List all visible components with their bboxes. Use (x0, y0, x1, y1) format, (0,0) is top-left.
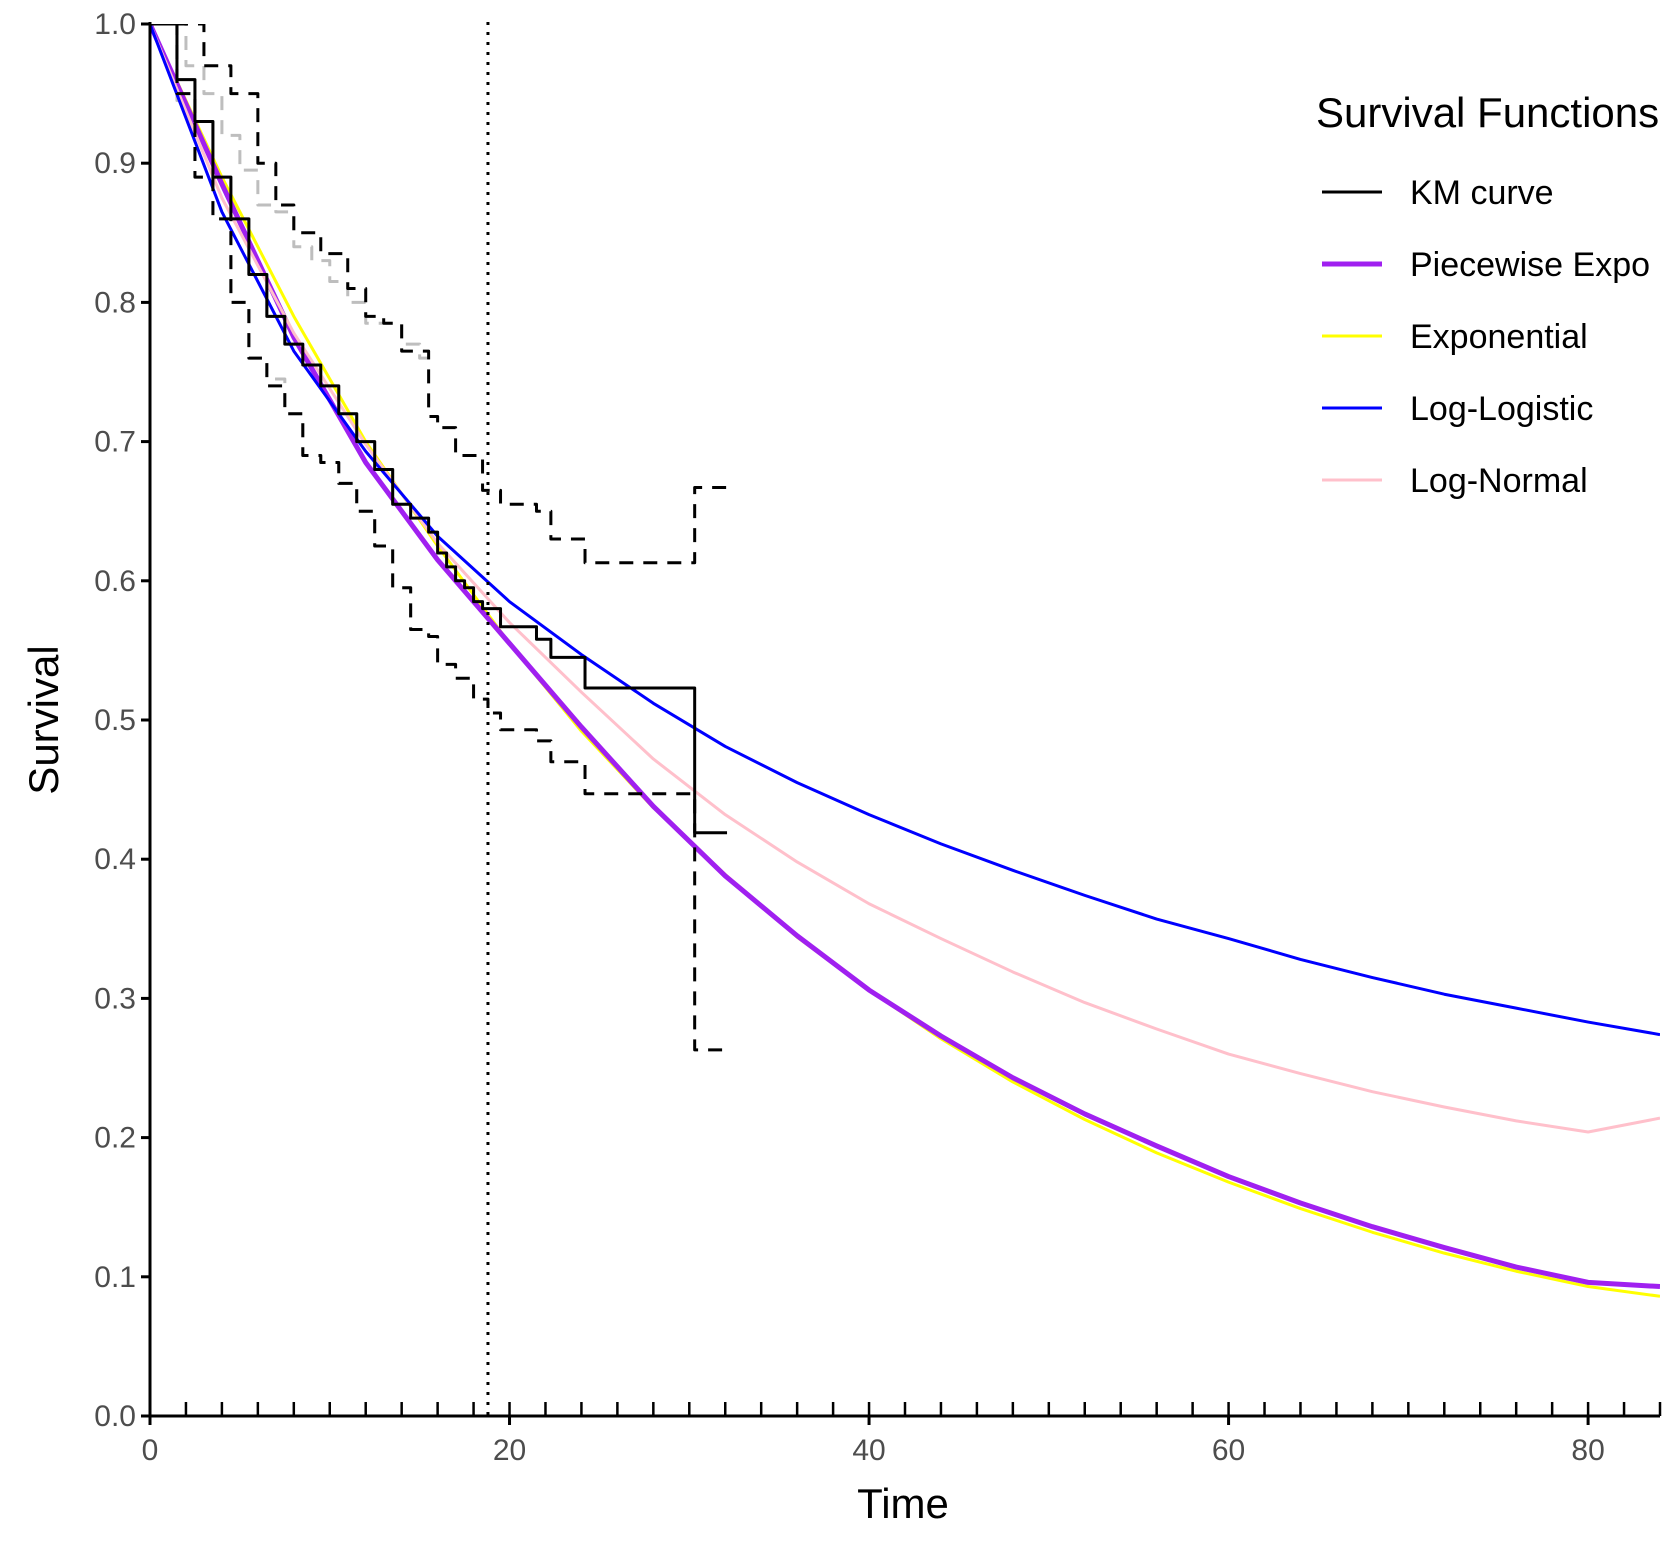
series-km-upper-ci-line (150, 24, 728, 565)
y-tick-label: 0.2 (94, 1122, 136, 1155)
legend-label: Piecewise Expo (1410, 246, 1650, 284)
y-tick-label: 0.7 (94, 426, 136, 459)
series-piecewise-expo-line (150, 24, 1660, 1290)
series-km-curve-line (150, 24, 728, 835)
series-km-lower-ci-line (150, 24, 728, 1052)
y-tick-label: 0.1 (94, 1261, 136, 1294)
y-tick-label: 0.4 (94, 843, 136, 876)
legend-title: Survival Functions (1316, 89, 1659, 136)
x-axis-title: Time (857, 1480, 949, 1527)
y-tick-label: 0.3 (94, 982, 136, 1015)
series-log-logistic-line (150, 24, 1660, 1037)
series-layer (150, 24, 1660, 1298)
legend-label: Log-Logistic (1410, 390, 1593, 428)
y-tick-label: 0.9 (94, 147, 136, 180)
legend-item: KM curve (1322, 174, 1554, 212)
y-tick-label: 1.0 (94, 8, 136, 41)
x-tick-label: 60 (1212, 1434, 1245, 1467)
legend-label: Log-Normal (1410, 462, 1588, 500)
x-tick-label: 80 (1571, 1434, 1604, 1467)
y-tick-label: 0.0 (94, 1400, 136, 1433)
legend-label: KM curve (1410, 174, 1554, 212)
legend-label: Exponential (1410, 318, 1588, 356)
y-axis-title: Survival (20, 645, 67, 794)
x-tick-label: 20 (493, 1434, 526, 1467)
x-tick-label: 0 (142, 1434, 159, 1467)
x-axis-ticks: 0 20 40 60 80 (142, 1416, 1605, 1467)
x-axis-minor-ticks (184, 1402, 1662, 1416)
y-axis-ticks: 0.0 0.1 0.2 0.3 0.4 0.5 0.6 0.7 0.8 0.9 1.0 (94, 8, 150, 1433)
y-tick-label: 0.6 (94, 565, 136, 598)
legend: Survival Functions KM curve Piecewise Exp… (1316, 89, 1659, 500)
y-tick-label: 0.5 (94, 704, 136, 737)
legend-item: Piecewise Expo (1322, 246, 1650, 284)
y-tick-label: 0.8 (94, 286, 136, 319)
legend-item: Exponential (1322, 318, 1588, 356)
legend-item: Log-Normal (1322, 462, 1588, 500)
legend-item: Log-Logistic (1322, 390, 1593, 428)
x-tick-label: 40 (852, 1434, 885, 1467)
